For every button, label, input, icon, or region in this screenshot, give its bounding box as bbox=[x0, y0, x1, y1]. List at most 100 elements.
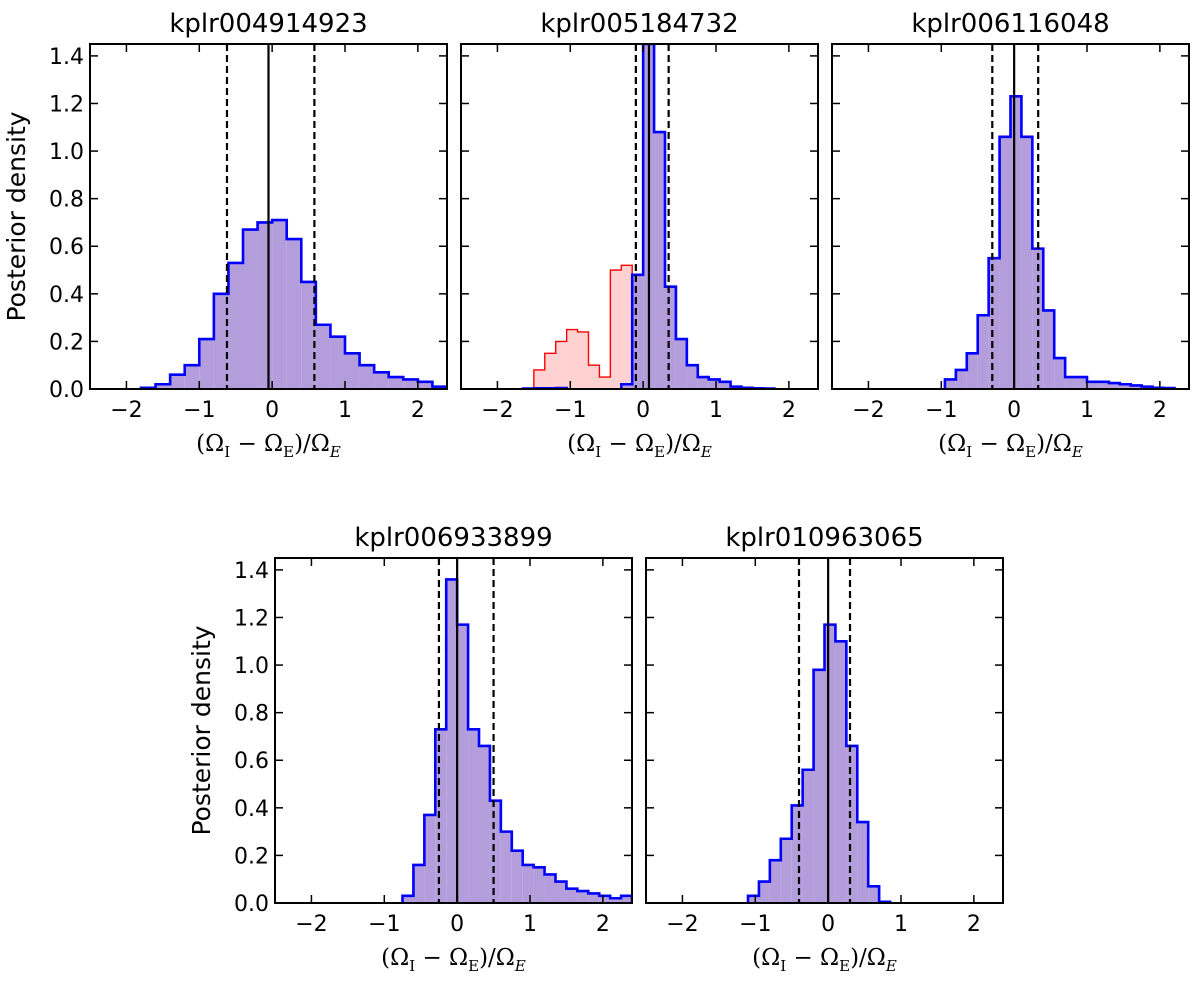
x-axis-label-part: E bbox=[839, 957, 850, 975]
histogram-bar-posterior bbox=[686, 365, 698, 389]
plot-area bbox=[746, 558, 892, 903]
histogram-bar-posterior bbox=[315, 324, 331, 389]
histogram-bar-posterior bbox=[802, 769, 814, 903]
histogram-bar-posterior bbox=[257, 222, 273, 389]
y-tick-label: 0.2 bbox=[234, 844, 269, 869]
x-tick-label: −2 bbox=[110, 398, 142, 423]
x-axis-label-part: (Ω bbox=[938, 431, 966, 457]
x-tick-label: −2 bbox=[295, 912, 327, 937]
histogram-bar-posterior bbox=[1130, 385, 1142, 389]
x-axis-label-part: E bbox=[468, 957, 479, 975]
histogram-bar-posterior bbox=[413, 864, 425, 903]
x-axis-label: (ΩI − ΩE)/ΩE bbox=[196, 431, 341, 461]
y-tick-label: 1.2 bbox=[234, 606, 269, 631]
y-tick-label: 1.4 bbox=[234, 559, 269, 584]
histogram-bar-posterior bbox=[566, 888, 578, 903]
histogram-bar-posterior bbox=[1076, 377, 1087, 389]
x-axis-label-part: )/Ω bbox=[294, 431, 330, 457]
histogram-bar-posterior bbox=[719, 381, 731, 389]
y-tick-label: 0.6 bbox=[49, 235, 84, 260]
x-axis-label-part: − Ω bbox=[415, 945, 468, 971]
x-axis-label-part: I bbox=[409, 957, 415, 975]
histogram-bar-posterior bbox=[199, 339, 214, 389]
x-axis-label-part: E bbox=[329, 443, 341, 461]
x-tick-label: 0 bbox=[450, 912, 464, 937]
y-tick-label: 1.2 bbox=[49, 92, 84, 117]
plot-area bbox=[401, 558, 632, 903]
panel-title: kplr010963065 bbox=[725, 523, 923, 553]
histogram-bar-posterior bbox=[388, 377, 404, 389]
y-tick-label: 0.2 bbox=[49, 330, 84, 355]
x-tick-label: −2 bbox=[666, 912, 698, 937]
histogram-bar-posterior bbox=[748, 895, 759, 903]
plot-area bbox=[139, 44, 447, 389]
plot-area bbox=[521, 44, 776, 389]
y-tick-label: 0.4 bbox=[234, 797, 269, 822]
panel-1: −2 −1 0 1 2 0.0 0.2 0.4 0.6 0.8 1.0 1.2 1.4 kplr00491… bbox=[2, 9, 448, 461]
x-tick-label: −1 bbox=[368, 912, 400, 937]
histogram-bar-secondary bbox=[566, 329, 578, 389]
histogram-bar-posterior bbox=[654, 132, 665, 389]
y-tick-label: 1.0 bbox=[49, 140, 84, 165]
histogram-bar-secondary bbox=[533, 369, 545, 389]
x-tick-label: −1 bbox=[739, 912, 771, 937]
histogram-bar-posterior bbox=[610, 898, 622, 903]
histogram-bar-posterior bbox=[599, 895, 611, 903]
panel-frame bbox=[645, 557, 1004, 904]
x-axis-label-part: E bbox=[654, 443, 665, 461]
histogram-bar-posterior bbox=[1119, 384, 1131, 389]
histogram-bar-posterior bbox=[944, 379, 956, 389]
x-axis-label-part: )/Ω bbox=[850, 945, 886, 971]
x-axis-label: (ΩI − ΩE)/ΩE bbox=[752, 945, 897, 975]
y-tick-label: 1.4 bbox=[49, 45, 84, 70]
histogram-bar-posterior bbox=[1097, 381, 1109, 389]
x-tick-label: 2 bbox=[967, 912, 981, 937]
histogram-bar-posterior bbox=[228, 262, 243, 389]
x-axis-label-part: (Ω bbox=[196, 431, 224, 457]
histogram-bar-posterior bbox=[184, 365, 200, 389]
histogram-bar-posterior bbox=[1087, 381, 1098, 389]
x-axis-label: (ΩI − ΩE)/ΩE bbox=[938, 431, 1083, 461]
histogram-bar-posterior bbox=[1054, 358, 1066, 389]
x-axis-label-part: − Ω bbox=[601, 431, 654, 457]
panel-frame bbox=[831, 43, 1190, 390]
histogram-bar-posterior bbox=[511, 850, 523, 903]
x-axis-label-part: E bbox=[1071, 443, 1083, 461]
histogram-bar-posterior bbox=[301, 281, 316, 389]
histogram-bar-posterior bbox=[1108, 383, 1120, 389]
x-axis-label-part: (Ω bbox=[752, 945, 780, 971]
panel-4: −2 −1 0 1 2 0.0 0.2 0.4 0.6 0.8 1.0 1.2 1.4 kplr00693… bbox=[187, 523, 633, 975]
histogram-bar-posterior bbox=[813, 669, 825, 903]
x-tick-label: 2 bbox=[596, 912, 610, 937]
histogram-bar-posterior bbox=[417, 381, 433, 389]
panel-frame bbox=[460, 43, 819, 390]
x-tick-label: 1 bbox=[338, 398, 352, 423]
histogram-bar-posterior bbox=[286, 239, 302, 389]
histogram-bar-posterior bbox=[479, 745, 490, 903]
histogram-bar-posterior bbox=[435, 729, 447, 903]
x-tick-label: 0 bbox=[821, 912, 835, 937]
x-tick-label: −2 bbox=[481, 398, 513, 423]
histogram-bar-posterior bbox=[243, 229, 258, 389]
histogram-bar-posterior bbox=[1043, 310, 1055, 389]
x-tick-label: 0 bbox=[636, 398, 650, 423]
x-tick-label: 0 bbox=[265, 398, 279, 423]
histogram-bar-posterior bbox=[665, 286, 676, 389]
panel-title: kplr006116048 bbox=[911, 9, 1109, 39]
histogram-outline-posterior bbox=[746, 623, 892, 903]
y-tick-label: 0.8 bbox=[234, 702, 269, 727]
x-tick-label: 1 bbox=[709, 398, 723, 423]
y-tick-label: 0.4 bbox=[49, 283, 84, 308]
x-tick-label: 2 bbox=[1153, 398, 1167, 423]
x-tick-label: −2 bbox=[852, 398, 884, 423]
histogram-bar-posterior bbox=[374, 372, 389, 389]
histogram-bar-posterior bbox=[791, 805, 803, 903]
histogram-bar-posterior bbox=[955, 369, 967, 389]
y-tick-label: 0.0 bbox=[49, 378, 84, 403]
histogram-bar-posterior bbox=[621, 384, 633, 389]
y-tick-label: 0.8 bbox=[49, 188, 84, 213]
histogram-bar-secondary bbox=[599, 377, 611, 389]
